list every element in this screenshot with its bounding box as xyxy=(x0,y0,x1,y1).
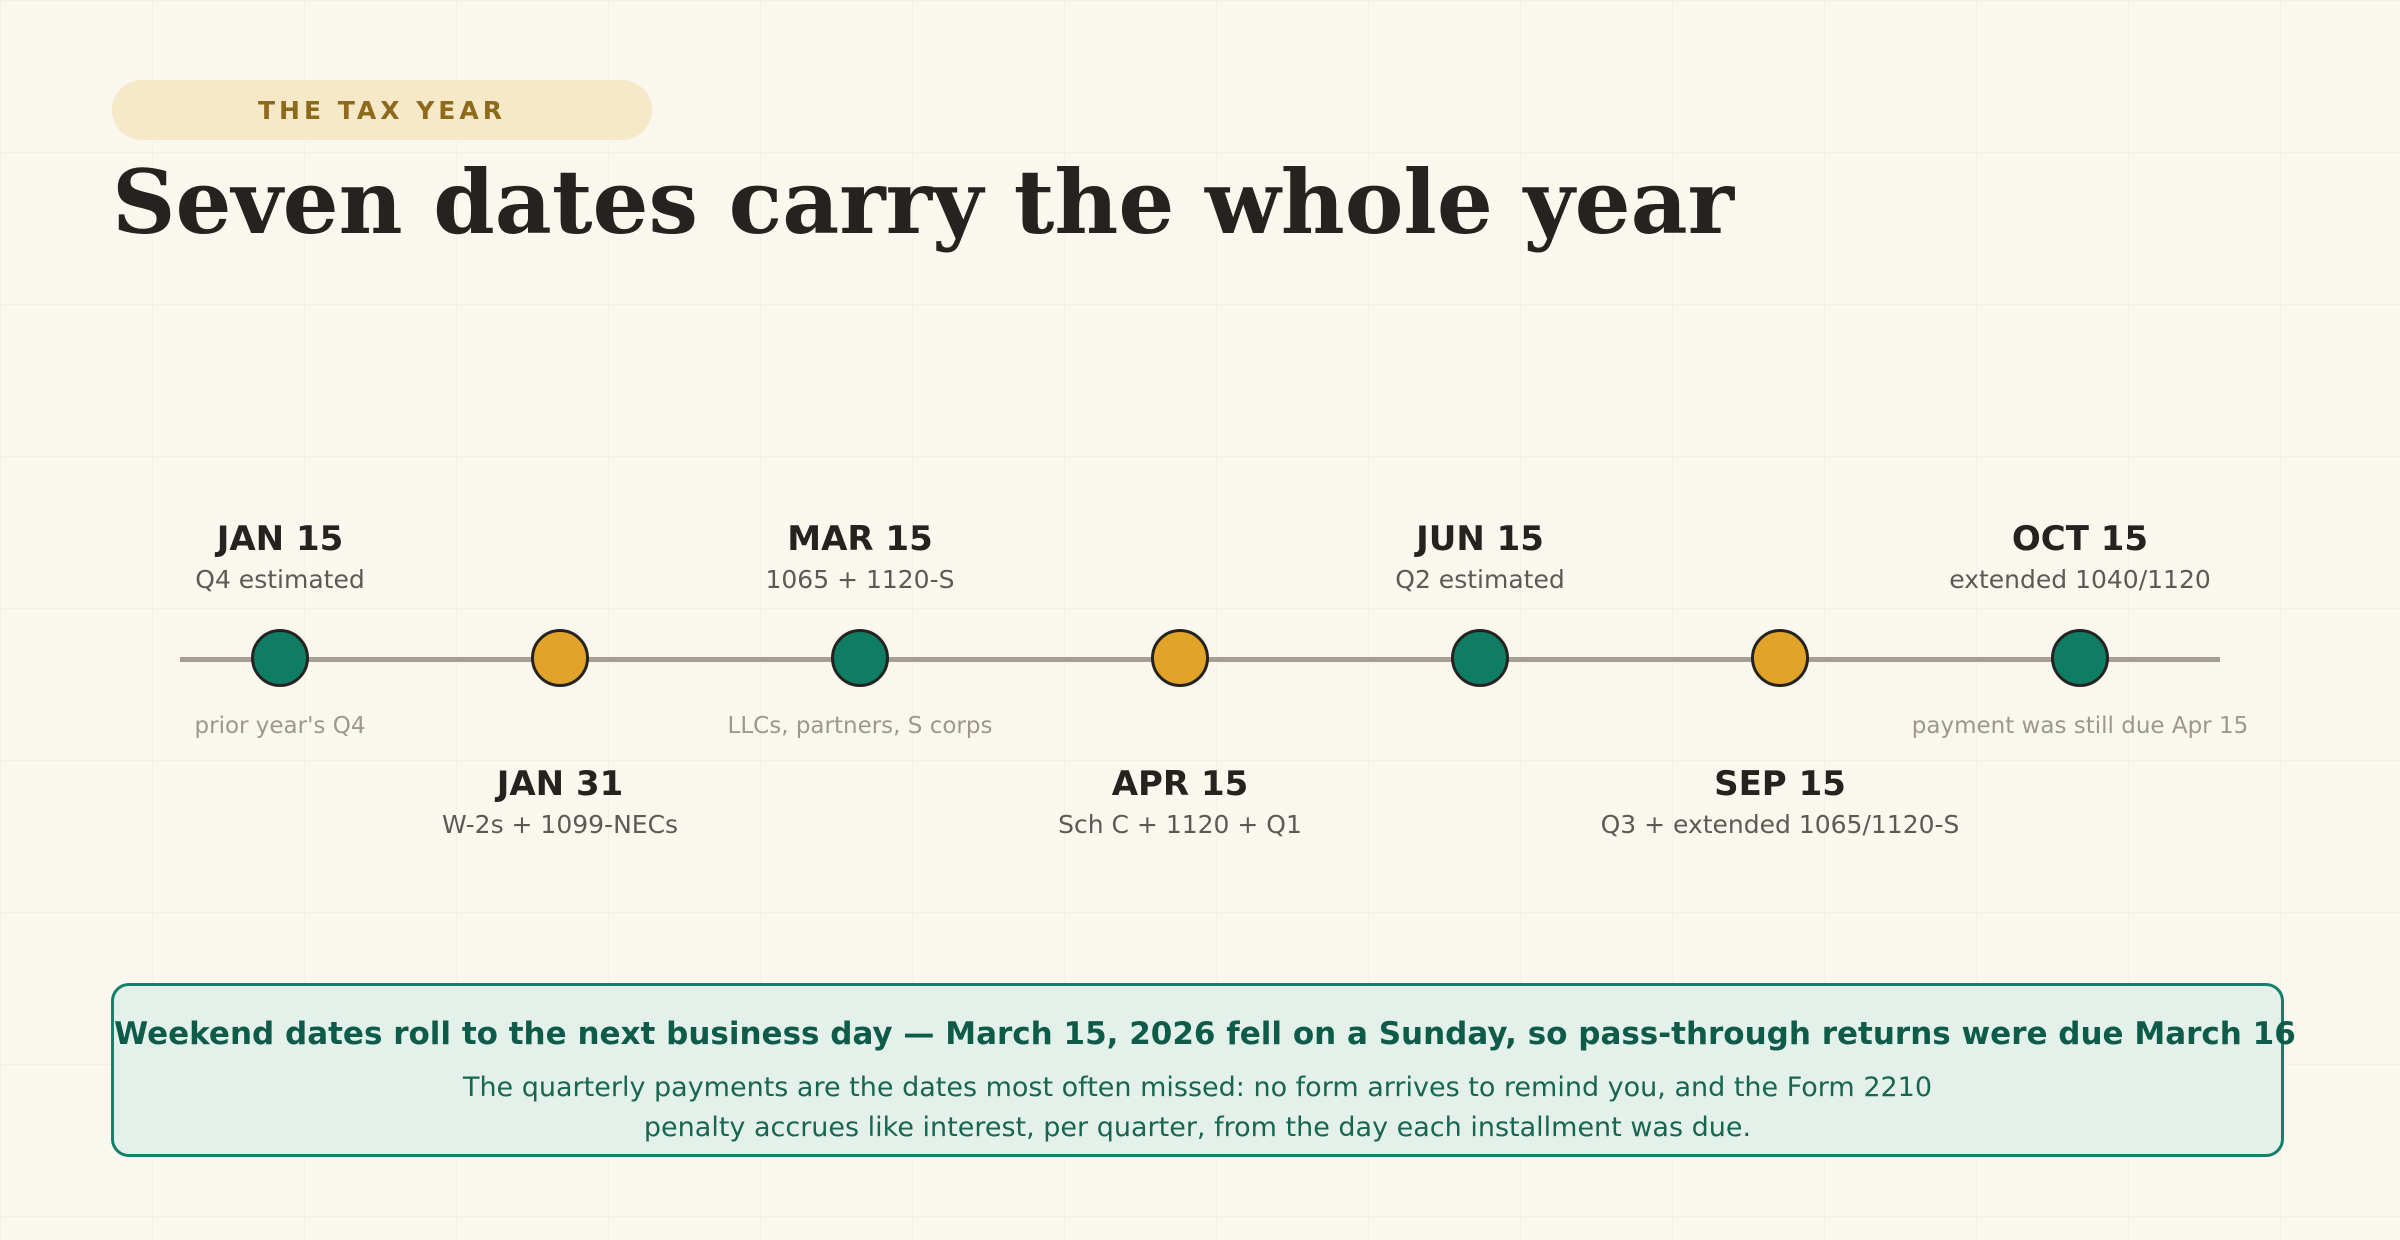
milestone-label: extended 1040/1120 xyxy=(1949,565,2211,594)
milestone-dot xyxy=(831,629,889,687)
eyebrow-badge: THE TAX YEAR xyxy=(112,80,652,140)
milestone-note: prior year's Q4 xyxy=(194,713,366,739)
eyebrow-text: THE TAX YEAR xyxy=(258,95,506,125)
milestone-dot xyxy=(2051,629,2109,687)
page-title: Seven dates carry the whole year xyxy=(112,150,1734,254)
milestone-note: LLCs, partners, S corps xyxy=(727,713,993,739)
milestone-label: Q2 estimated xyxy=(1395,565,1565,594)
milestone-label: Sch C + 1120 + Q1 xyxy=(1058,810,1302,839)
milestone-dot xyxy=(251,629,309,687)
milestone-dot xyxy=(1751,629,1809,687)
milestone-label: Q4 estimated xyxy=(195,565,365,594)
milestone-label: W-2s + 1099-NECs xyxy=(441,810,679,839)
milestone-dot xyxy=(1451,629,1509,687)
milestone-date: JAN 15 xyxy=(216,519,344,559)
milestone-note: payment was still due Apr 15 xyxy=(1911,713,2249,739)
milestone-dot xyxy=(1151,629,1209,687)
milestone-date: JAN 31 xyxy=(496,764,624,804)
milestone-date: MAR 15 xyxy=(787,519,933,559)
milestone-label: 1065 + 1120-S xyxy=(765,565,955,594)
callout-title: Weekend dates roll to the next business … xyxy=(114,1016,2296,1052)
milestone-date: OCT 15 xyxy=(2011,519,2149,559)
callout-body: The quarterly payments are the dates mos… xyxy=(462,1072,1933,1143)
callout-box: Weekend dates roll to the next business … xyxy=(111,983,2296,1157)
milestone-label: Q3 + extended 1065/1120-S xyxy=(1600,810,1960,839)
milestone-dot xyxy=(531,629,589,687)
milestone-date: APR 15 xyxy=(1111,764,1249,804)
milestone-date: JUN 15 xyxy=(1416,519,1544,559)
milestone-date: SEP 15 xyxy=(1714,764,1846,804)
